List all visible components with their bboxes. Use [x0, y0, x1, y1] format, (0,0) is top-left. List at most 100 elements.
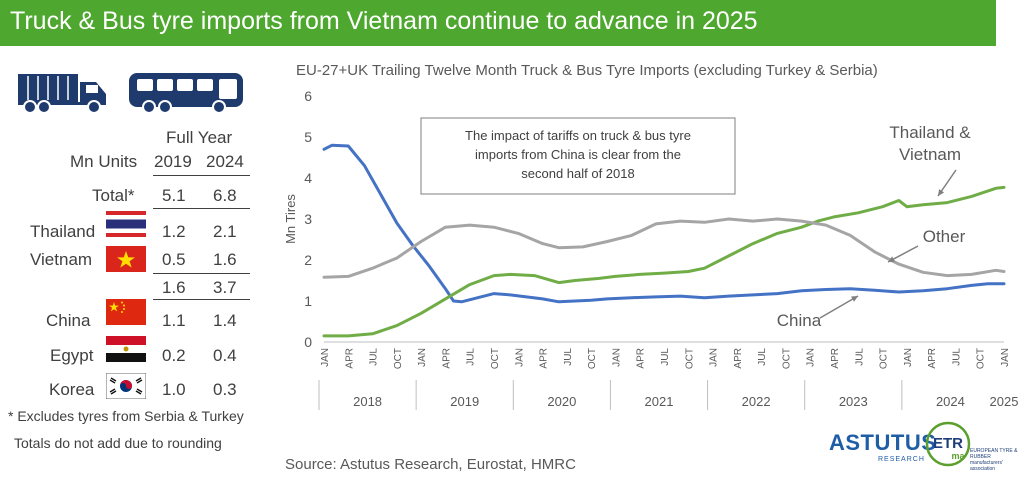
- row-korea-2019: 1.0: [162, 380, 186, 399]
- x-year-label: 2022: [742, 394, 771, 409]
- x-month-tick-label: JAN: [320, 348, 331, 367]
- x-month-tick-label: OCT: [879, 348, 890, 369]
- y-tick-label: 1: [304, 293, 312, 309]
- series-line-other: [322, 217, 1006, 279]
- truck-icon: [18, 74, 106, 114]
- x-year-label: 2023: [839, 394, 868, 409]
- row-vietnam-2024: 1.6: [213, 250, 237, 269]
- table-year-2019: 2019: [154, 152, 192, 171]
- series-label-arrowhead: [938, 189, 945, 196]
- table-unit-label: Mn Units: [70, 152, 138, 171]
- x-month-tick-label: APR: [344, 348, 355, 369]
- row-label-total: Total*: [92, 186, 135, 205]
- x-month-tick-label: OCT: [684, 348, 695, 369]
- row-total-2024: 6.8: [213, 186, 237, 205]
- row-vietnam-2019: 0.5: [162, 250, 186, 269]
- x-month-tick-label: JUL: [757, 348, 768, 366]
- row-subtotal-2024: 3.7: [213, 278, 237, 297]
- table-header-full-year: Full Year: [166, 128, 233, 147]
- y-tick-label: 0: [304, 334, 312, 350]
- title-banner: Truck & Bus tyre imports from Vietnam co…: [0, 0, 996, 46]
- x-month-tick-label: JUL: [466, 348, 477, 366]
- bus-icon: [129, 73, 243, 114]
- subtotal-bottom-rule: [153, 299, 250, 300]
- x-year-label: 2021: [645, 394, 674, 409]
- x-month-tick-label: JUL: [563, 348, 574, 366]
- y-tick-label: 3: [304, 211, 312, 227]
- row-china-2024: 1.4: [213, 311, 237, 330]
- x-month-tick-label: APR: [830, 348, 841, 369]
- row-egypt-2019: 0.2: [162, 346, 186, 365]
- row-thailand-2024: 2.1: [213, 222, 237, 241]
- row-thailand-2019: 1.2: [162, 222, 186, 241]
- x-month-tick-label: OCT: [781, 348, 792, 369]
- x-month-tick-label: APR: [927, 348, 938, 369]
- vietnam-flag-icon: [106, 246, 146, 272]
- series-label-pointer: [819, 295, 859, 319]
- row-total-2019: 5.1: [162, 186, 186, 205]
- series-label-arrowhead: [851, 296, 858, 302]
- x-month-tick-label: JUL: [660, 348, 671, 366]
- row-subtotal-2019: 1.6: [162, 278, 186, 297]
- x-month-tick-label: JAN: [806, 348, 817, 367]
- series-label-other: Other: [923, 227, 966, 246]
- etrma-logo-text: EUROPEAN TYRE & RUBBER manufacturers' as…: [970, 448, 1018, 472]
- x-month-tick-label: OCT: [393, 348, 404, 369]
- row-label-korea: Korea: [49, 380, 95, 399]
- subtotal-rule: [153, 273, 250, 274]
- series-label-thailand-vietnam: Thailand &: [889, 123, 971, 142]
- y-tick-label: 6: [304, 88, 312, 104]
- row-egypt-2024: 0.4: [213, 346, 237, 365]
- annotation-text-line: The impact of tariffs on truck & bus tyr…: [465, 128, 691, 143]
- x-month-tick-label: JAN: [417, 348, 428, 367]
- x-month-tick-label: JAN: [709, 348, 720, 367]
- total-rule: [153, 208, 250, 209]
- astutus-logo: ASTUTUS: [829, 430, 937, 455]
- thailand-flag-icon: [106, 211, 146, 237]
- x-month-tick-label: APR: [733, 348, 744, 369]
- x-year-label: 2020: [547, 394, 576, 409]
- banner-title: Truck & Bus tyre imports from Vietnam co…: [10, 7, 758, 35]
- x-year-label: 2025: [990, 394, 1019, 409]
- row-korea-2024: 0.3: [213, 380, 237, 399]
- row-label-china: China: [46, 311, 91, 330]
- source-note: Source: Astutus Research, Eurostat, HMRC: [285, 456, 576, 473]
- x-year-label: 2018: [353, 394, 382, 409]
- row-label-thailand: Thailand: [30, 222, 96, 241]
- footnote-rounding: Totals do not add due to rounding: [14, 435, 222, 451]
- series-label-china: China: [777, 311, 822, 330]
- x-month-tick-label: JAN: [1000, 348, 1011, 367]
- y-tick-label: 5: [304, 129, 312, 145]
- row-china-2019: 1.1: [162, 311, 186, 330]
- y-tick-label: 2: [304, 252, 312, 268]
- x-month-tick-label: JUL: [951, 348, 962, 366]
- row-label-egypt: Egypt: [50, 346, 94, 365]
- china-flag-icon: [106, 299, 146, 325]
- annotation-text-line: second half of 2018: [521, 166, 634, 181]
- x-month-tick-label: JUL: [369, 348, 380, 366]
- series-line-thailand-vietnam: [322, 185, 1006, 338]
- x-month-tick-label: OCT: [976, 348, 987, 369]
- x-year-label: 2024: [936, 394, 965, 409]
- etrma-logo: ETR ma: [925, 421, 971, 467]
- etrma-logo-suffix: ma: [951, 451, 965, 461]
- y-tick-label: 4: [304, 170, 312, 186]
- x-year-label: 2019: [450, 394, 479, 409]
- footnote-excludes: * Excludes tyres from Serbia & Turkey: [8, 408, 244, 424]
- x-month-tick-label: APR: [636, 348, 647, 369]
- x-month-tick-label: APR: [441, 348, 452, 369]
- annotation-text-line: imports from China is clear from the: [475, 147, 681, 162]
- x-month-tick-label: OCT: [490, 348, 501, 369]
- x-month-tick-label: OCT: [587, 348, 598, 369]
- series-label-arrowhead: [888, 256, 895, 262]
- imports-table: Full Year Mn Units 2019 2024 Total* 5.1 …: [0, 0, 280, 488]
- x-month-tick-label: JAN: [611, 348, 622, 367]
- y-axis-label: Mn Tires: [283, 194, 298, 244]
- header-rule: [153, 175, 250, 176]
- x-month-tick-label: JAN: [903, 348, 914, 367]
- x-month-tick-label: JAN: [514, 348, 525, 367]
- table-year-2024: 2024: [206, 152, 244, 171]
- annotation-box: [420, 117, 736, 195]
- astutus-logo-subtitle: RESEARCH: [878, 456, 925, 463]
